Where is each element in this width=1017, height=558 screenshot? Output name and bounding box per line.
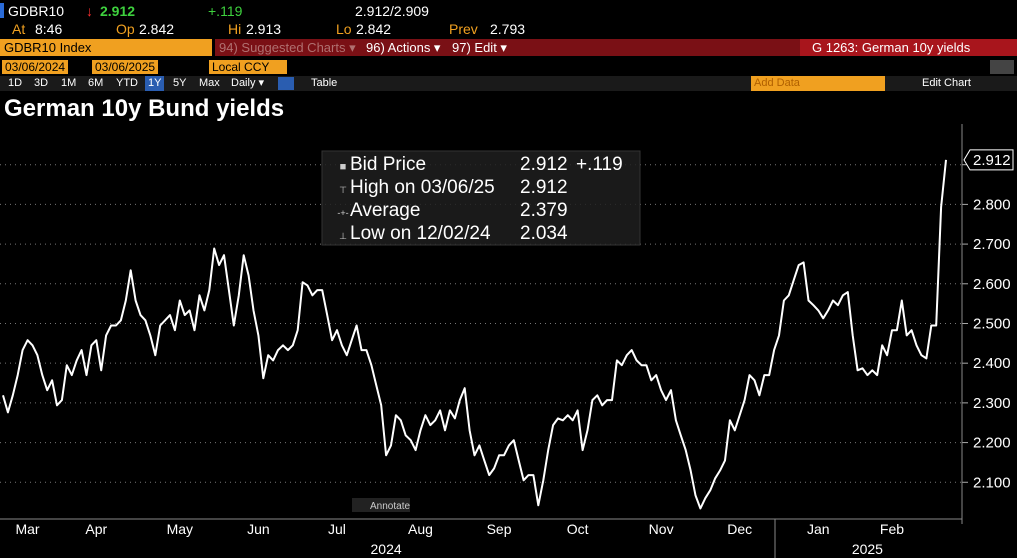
net-change: +.119	[208, 3, 243, 19]
at-time: 8:46	[35, 21, 63, 37]
annotate-bg	[352, 498, 410, 512]
last-price-label: 2.912	[973, 152, 1011, 169]
legend-symbol: -+-	[337, 208, 348, 218]
prev-label: Prev	[449, 21, 478, 37]
low-label: Lo	[336, 21, 352, 37]
chart-type-icon[interactable]	[278, 77, 294, 90]
x-tick-label: May	[167, 521, 193, 537]
end-date[interactable]: 03/06/2025	[92, 60, 159, 74]
chart-title: German 10y Bund yields	[4, 95, 284, 122]
range-button[interactable]: 3D	[34, 77, 49, 89]
annotate-label: Annotate	[370, 501, 410, 512]
y-tick-label: 2.300	[973, 395, 1011, 412]
legend-symbol: ⊤	[339, 185, 347, 195]
last-price: 2.912	[100, 3, 136, 19]
currency[interactable]: Local CCY	[209, 60, 288, 74]
open-value: 2.842	[139, 21, 175, 37]
last-price-box	[963, 149, 1014, 171]
at-label: At	[12, 21, 26, 37]
legend-value: 2.379	[520, 200, 568, 221]
range-button[interactable]: 6M	[88, 77, 104, 89]
start-date[interactable]: 03/06/2024	[2, 60, 69, 74]
legend-change: +.119	[576, 154, 623, 175]
range-button[interactable]: 1Y	[145, 76, 165, 91]
legend-value: 2.912	[520, 177, 568, 198]
x-tick-label: Jun	[247, 521, 270, 537]
y-tick-label: 2.600	[973, 276, 1011, 293]
y-tick-label: 2.500	[973, 315, 1011, 332]
x-tick-label: Jul	[328, 521, 346, 537]
security-field[interactable]: GDBR10 Index	[0, 39, 212, 56]
x-tick-label: Mar	[15, 521, 39, 537]
range-button[interactable]: 1M	[61, 77, 77, 89]
actions-menu[interactable]: 96) Actions ▾	[366, 40, 441, 55]
low-value: 2.842	[356, 21, 392, 37]
edit-chart[interactable]: Edit Chart	[922, 77, 971, 89]
year-label: 2025	[852, 541, 883, 557]
legend-symbol: ⊥	[339, 231, 347, 241]
direction-arrow: ↓	[86, 3, 93, 19]
range-button[interactable]: 5Y	[173, 77, 187, 89]
high-label: Hi	[228, 21, 242, 37]
y-tick-label: 2.200	[973, 435, 1011, 452]
prev-value: 2.793	[490, 21, 526, 37]
undo-buttons[interactable]	[990, 60, 1014, 74]
legend-symbol: ■	[340, 161, 347, 173]
y-tick-label: 2.100	[973, 474, 1011, 491]
y-tick-label: 2.800	[973, 196, 1011, 213]
add-data[interactable]: Add Data	[751, 76, 885, 91]
table-button[interactable]: Table	[311, 77, 338, 89]
ticker-marker	[0, 3, 4, 18]
range-button[interactable]: 1D	[8, 77, 23, 89]
x-tick-label: Oct	[567, 521, 589, 537]
price-line	[2, 159, 947, 510]
y-tick-label: 2.700	[973, 236, 1011, 253]
annotate-button[interactable]: Annotate	[352, 498, 410, 512]
year-label: 2024	[371, 541, 402, 557]
legend-label: Bid Price	[350, 154, 426, 175]
legend-label: Low on 12/02/24	[350, 223, 491, 244]
legend-label: High on 03/06/25	[350, 177, 495, 198]
x-tick-label: Feb	[880, 521, 904, 537]
x-tick-label: Dec	[727, 521, 752, 537]
legend-value: 2.034	[520, 223, 568, 244]
chart-id-bg	[800, 39, 1017, 56]
edit-menu[interactable]: 97) Edit ▾	[452, 40, 507, 55]
y-tick-label: 2.400	[973, 355, 1011, 372]
chart: German 10y Bund yields 2.100 2.200 2.300 2.4…	[0, 95, 1014, 558]
suggested-charts[interactable]: 94) Suggested Charts ▾	[219, 40, 356, 55]
x-tick-label: Jan	[807, 521, 830, 537]
high-value: 2.913	[246, 21, 282, 37]
x-tick-label: Nov	[649, 521, 674, 537]
x-tick-label: Apr	[85, 521, 107, 537]
legend-box	[321, 150, 641, 246]
legend-value: 2.912	[520, 154, 568, 175]
range-button[interactable]: YTD	[116, 77, 138, 89]
x-tick-label: Sep	[487, 521, 512, 537]
frequency[interactable]: Daily ▾	[231, 77, 265, 89]
ticker: GDBR10	[8, 3, 65, 19]
x-tick-label: Aug	[408, 521, 433, 537]
range-button[interactable]: Max	[199, 77, 220, 89]
bid-ask: 2.912/2.909	[355, 3, 429, 19]
legend-label: Average	[350, 200, 420, 221]
chart-id: G 1263: German 10y yields	[812, 40, 971, 55]
open-label: Op	[116, 21, 135, 37]
